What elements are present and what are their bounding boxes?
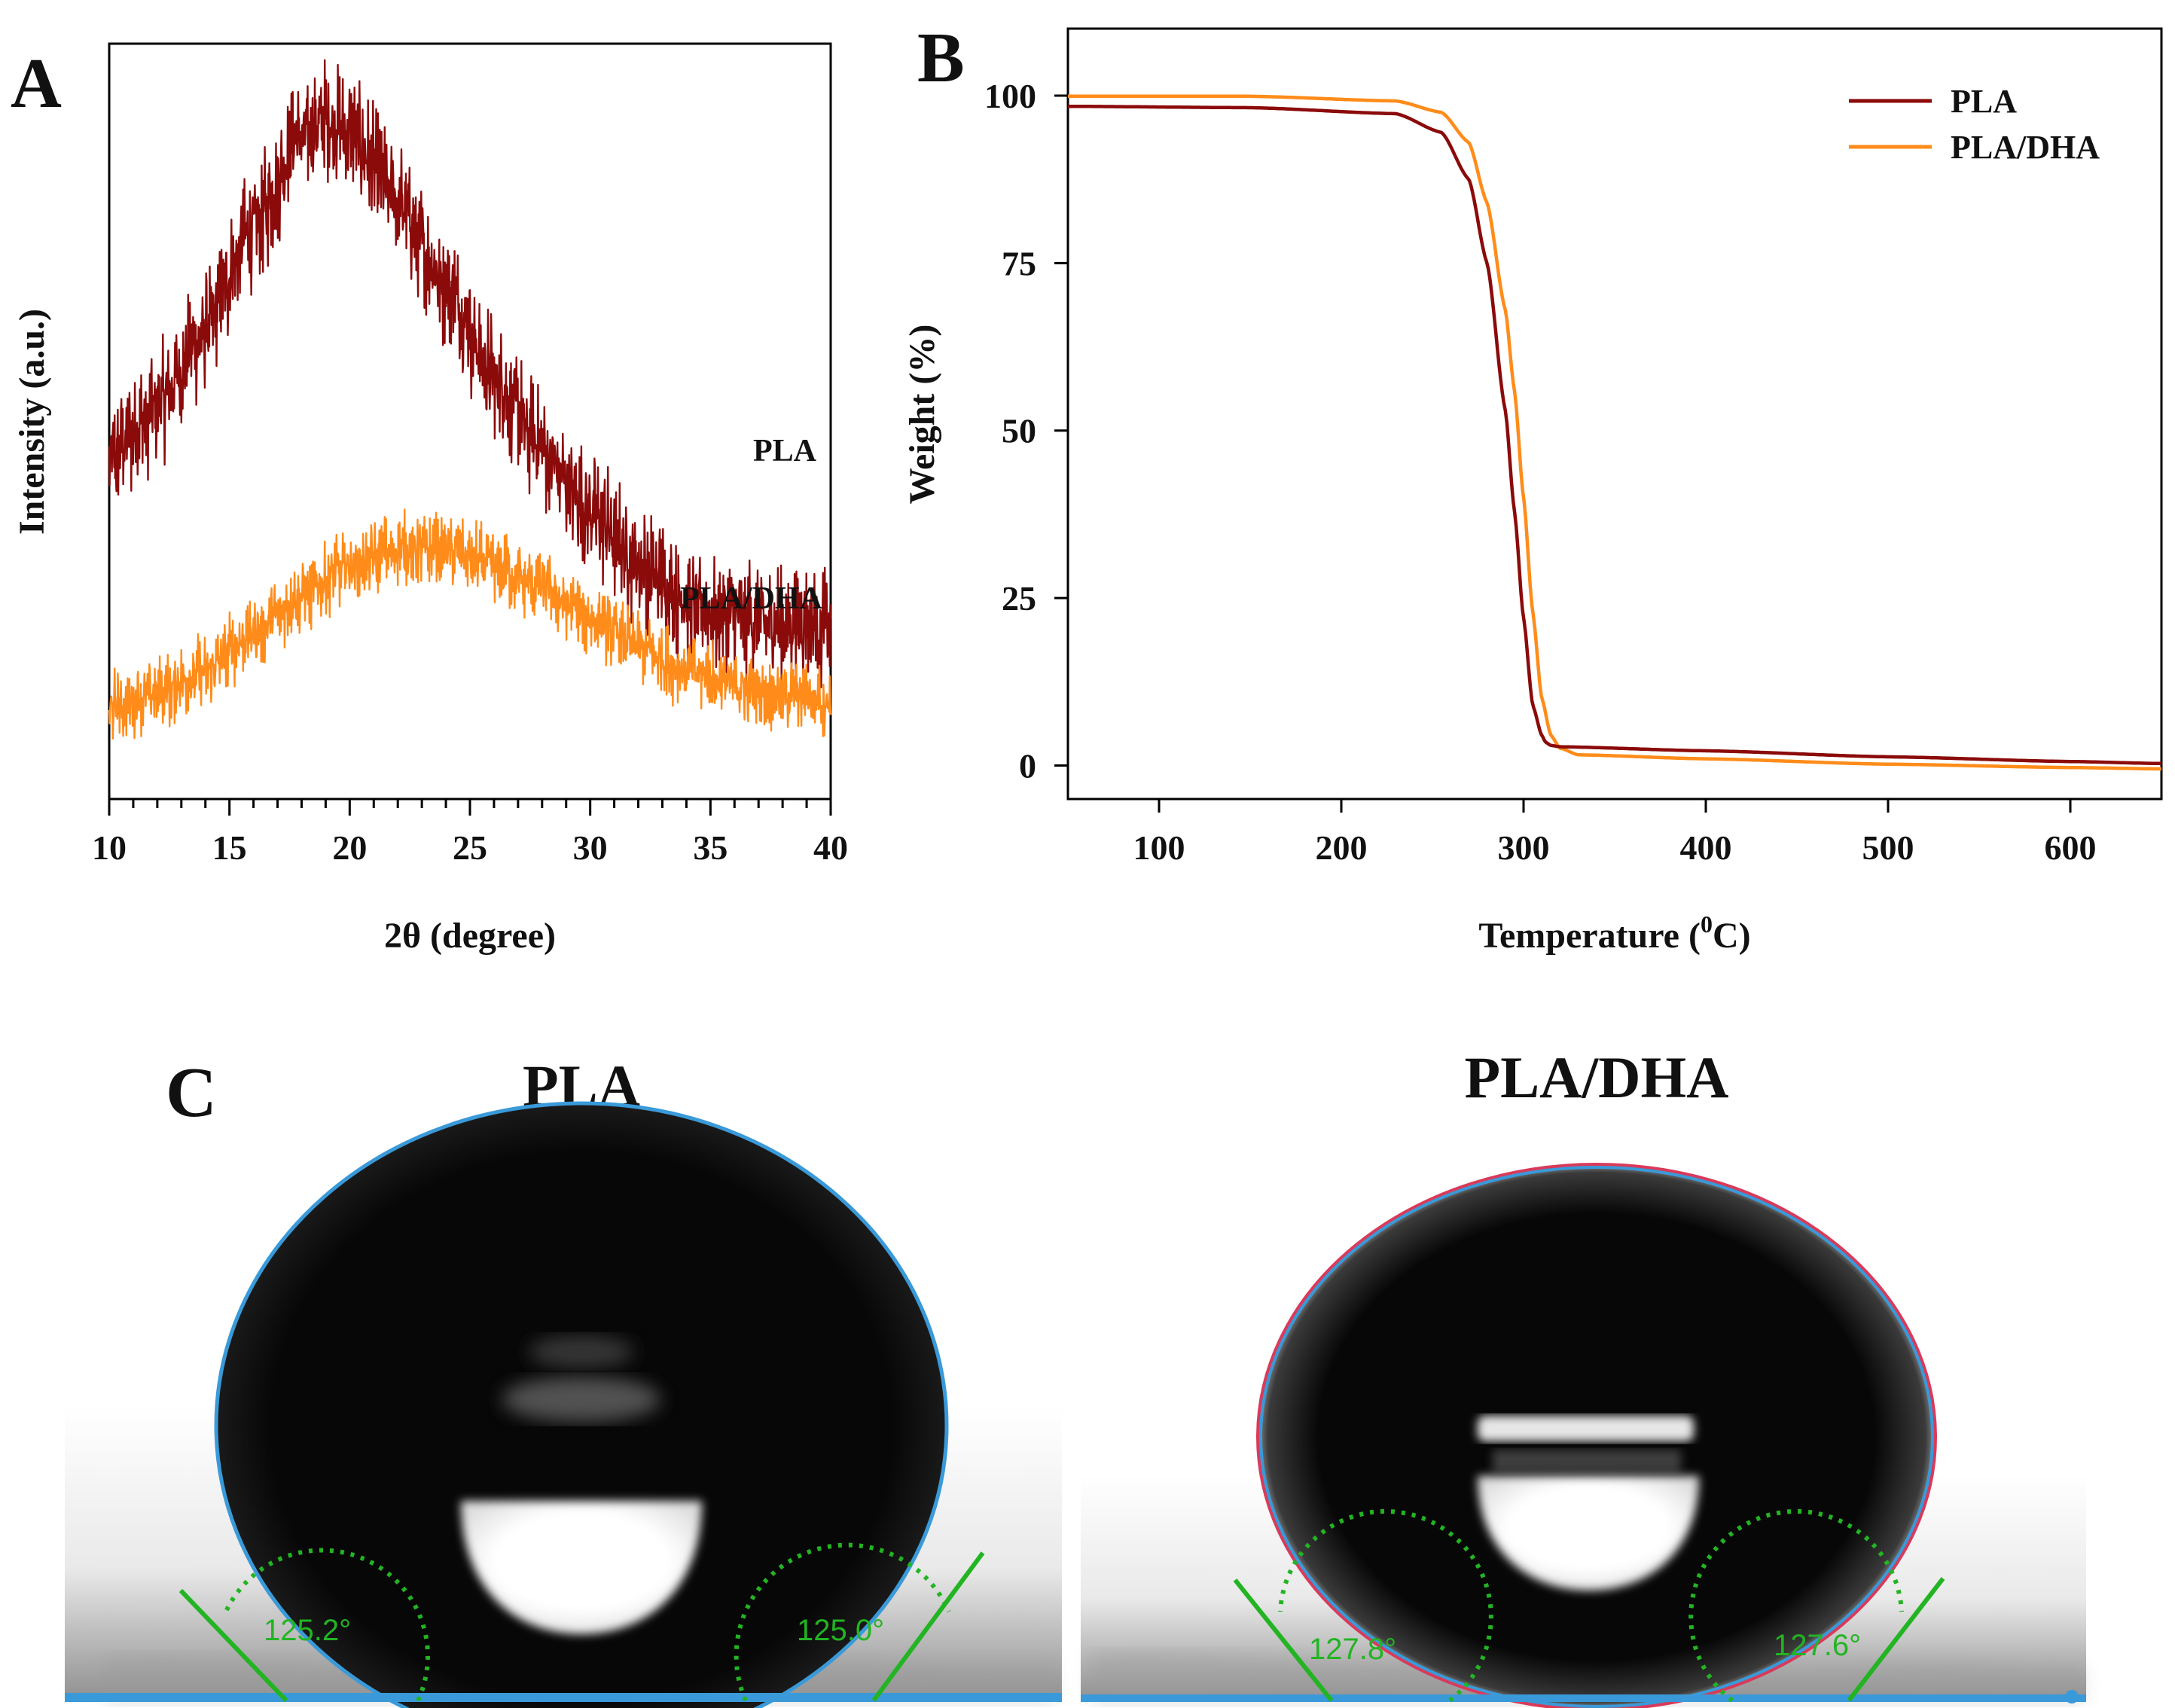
y-tick-label: 50 <box>1002 412 1036 450</box>
xrd-curve-pla-dha <box>108 508 832 740</box>
x-tick-label: 15 <box>212 828 247 867</box>
x-tick-label: 30 <box>573 828 608 867</box>
panel-letter-c: C <box>166 1054 217 1132</box>
baseline-marker <box>2065 1690 2079 1703</box>
droplet-reflection-top <box>502 1377 660 1422</box>
axis-ticks-b: 100 200 300 400 500 600 0 25 50 75 100 <box>984 77 2097 867</box>
x-tick-label: 500 <box>1862 828 1914 867</box>
x-ticks-a: 10 15 20 25 30 35 40 <box>92 799 848 867</box>
series-group-a <box>108 59 832 740</box>
y-tick-label: 25 <box>1002 579 1036 618</box>
droplet-outline-red <box>1256 1163 1937 1708</box>
droplet-outline <box>214 1101 949 1708</box>
panel-letter-b: B <box>917 19 965 97</box>
angle-label-left: 125.2° <box>264 1614 351 1647</box>
angle-arc-right <box>1688 1508 1904 1703</box>
series-label-pla-dha: PLA/DHA <box>680 581 823 616</box>
x-tick-label: 200 <box>1316 828 1368 867</box>
contact-angle-image-pla: 125.2° 125.0° <box>65 1101 1062 1708</box>
x-tick-label: 40 <box>813 828 848 867</box>
x-tick-label: 600 <box>2045 828 2097 867</box>
y-axis-label-a: Intensity (a.u.) <box>12 309 52 535</box>
x-tick-label: 20 <box>332 828 367 867</box>
droplet-outline <box>1259 1166 1934 1708</box>
legend-label-pla: PLA <box>1951 83 2017 120</box>
y-tick-label: 75 <box>1002 244 1036 282</box>
tga-curve-pla-dha <box>1067 94 2162 771</box>
drop-title-pla-dha: PLA/DHA <box>1465 1045 1729 1110</box>
x-tick-label: 300 <box>1498 828 1550 867</box>
droplet-reflection-top <box>1478 1416 1694 1441</box>
x-axis-label-b: Temperature (0C) <box>1478 910 1750 956</box>
tangent-line-right <box>871 1551 985 1702</box>
baseline <box>1081 1694 2086 1702</box>
x-tick-label: 400 <box>1680 828 1732 867</box>
panel-letter-a: A <box>11 44 62 123</box>
y-tick-label: 100 <box>984 77 1036 115</box>
tga-curve-pla <box>1067 104 2162 766</box>
tangent-line-left <box>1233 1578 1334 1702</box>
x-axis-label-a: 2θ (degree) <box>384 916 556 956</box>
baseline <box>65 1693 1062 1702</box>
tangent-line-right <box>1847 1577 1945 1702</box>
series-label-pla: PLA <box>753 434 817 468</box>
y-axis-label-b: Weight (%) <box>902 325 942 505</box>
contact-angle-image-pla-dha: 127.8° 127.6° <box>1081 1163 2086 1708</box>
droplet-reflection-faint <box>529 1335 634 1368</box>
x-tick-label: 10 <box>92 828 127 867</box>
angle-arc-right <box>734 1542 951 1702</box>
legend-b: PLA PLA/DHA <box>1849 83 2100 166</box>
panel-a: A 10 15 20 25 30 35 40 PLA PLA/DHA 2θ (degree)… <box>11 42 848 956</box>
panel-b: B 100 200 300 400 500 600 0 25 50 75 100 PLA PLA/D… <box>902 19 2163 956</box>
tangent-line-left <box>178 1588 288 1703</box>
droplet-reflection-band <box>1493 1450 1681 1472</box>
xrd-curve-pla <box>108 59 832 689</box>
droplet-highlight <box>461 1501 702 1634</box>
angle-label-right: 125.0° <box>797 1614 884 1647</box>
angle-arc-left <box>1278 1508 1493 1703</box>
angle-label-left: 127.8° <box>1309 1633 1396 1666</box>
x-tick-label: 35 <box>693 828 728 867</box>
x-tick-label: 25 <box>453 828 487 867</box>
series-group-b <box>1067 94 2162 771</box>
plot-frame-b <box>1066 27 2163 801</box>
legend-label-pla-dha: PLA/DHA <box>1951 129 2100 166</box>
droplet-highlight <box>1478 1476 1699 1591</box>
angle-label-right: 127.6° <box>1774 1629 1861 1662</box>
panel-c: C PLA PLA/DHA 125.2° 125.0° <box>65 1045 2086 1708</box>
x-tick-label: 100 <box>1133 828 1185 867</box>
y-tick-label: 0 <box>1019 747 1036 785</box>
